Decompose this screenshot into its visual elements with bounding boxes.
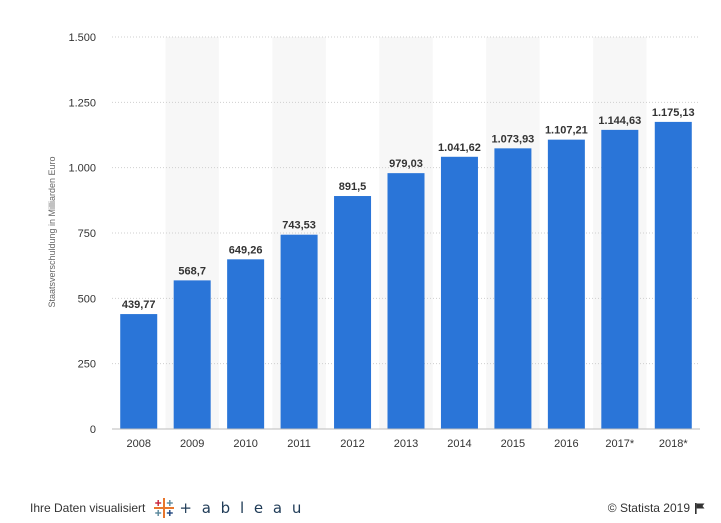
x-tick-label: 2018* — [659, 438, 688, 450]
data-label: 1.175,13 — [652, 107, 695, 119]
bar[interactable] — [173, 280, 211, 429]
x-tick-label: 2009 — [180, 438, 204, 450]
data-label: 649,26 — [229, 244, 263, 256]
bar[interactable] — [387, 173, 425, 429]
data-label: 1.144,63 — [598, 115, 641, 127]
x-tick-label: 2017* — [605, 438, 634, 450]
visualized-by-text: Ihre Daten visualisiert — [30, 501, 146, 515]
bar[interactable] — [280, 234, 318, 429]
x-tick-label: 2010 — [233, 438, 257, 450]
x-tick-label: 2012 — [340, 438, 364, 450]
x-tick-label: 2014 — [447, 438, 471, 450]
copyright-text: © Statista 2019 — [607, 501, 690, 515]
y-tick-label: 1.500 — [68, 32, 96, 44]
tableau-cross-logo-icon — [154, 498, 175, 518]
bar[interactable] — [494, 148, 532, 429]
data-label: 979,03 — [389, 158, 423, 170]
y-axis: 0 250 500 750 1.000 1.250 1.500 — [68, 32, 96, 436]
y-tick-label: 500 — [78, 293, 96, 305]
bars-layer — [120, 121, 692, 430]
bar[interactable] — [440, 156, 478, 429]
y-axis-label: Staatsverschuldung in Milliarden Euro — [47, 156, 57, 307]
tableau-logo[interactable]: + a b l e a u — [153, 497, 304, 519]
flag-icon[interactable] — [695, 502, 705, 514]
tableau-wordmark: + a b l e a u — [179, 499, 304, 517]
x-tick-label: 2008 — [126, 438, 150, 450]
x-tick-label: 2011 — [287, 438, 311, 450]
bar[interactable] — [654, 121, 692, 430]
bar[interactable] — [547, 139, 585, 430]
y-tick-label: 250 — [78, 359, 96, 371]
y-tick-label: 0 — [90, 424, 96, 436]
x-tick-label: 2013 — [394, 438, 418, 450]
data-label: 439,77 — [122, 299, 156, 311]
bar-chart: 439,77 568,7 649,26 743,53 891,5 979,03 1.041,… — [47, 32, 700, 450]
data-label: 1.107,21 — [545, 125, 588, 137]
data-label: 743,53 — [282, 220, 316, 232]
data-label: 1.073,93 — [491, 133, 534, 145]
data-label: 568,7 — [178, 265, 206, 277]
data-label: 891,5 — [339, 181, 367, 193]
y-tick-label: 1.250 — [68, 97, 96, 109]
footer-copyright: © Statista 2019 — [608, 497, 705, 519]
x-tick-label: 2015 — [501, 438, 525, 450]
y-tick-label: 750 — [78, 228, 96, 240]
footer-visualized-by: Ihre Daten visualisiert + a b l e a u — [30, 497, 304, 519]
data-labels-layer: 439,77 568,7 649,26 743,53 891,5 979,03 1.041,… — [122, 107, 695, 311]
bar[interactable] — [601, 129, 639, 429]
data-label: 1.041,62 — [438, 142, 481, 154]
bar[interactable] — [334, 196, 372, 429]
bar[interactable] — [227, 259, 265, 429]
y-tick-label: 1.000 — [68, 163, 96, 175]
bar[interactable] — [120, 314, 158, 429]
x-axis: 2008 2009 2010 2011 2012 2013 2014 2015 2016 2017… — [112, 428, 700, 450]
x-tick-label: 2016 — [554, 438, 578, 450]
